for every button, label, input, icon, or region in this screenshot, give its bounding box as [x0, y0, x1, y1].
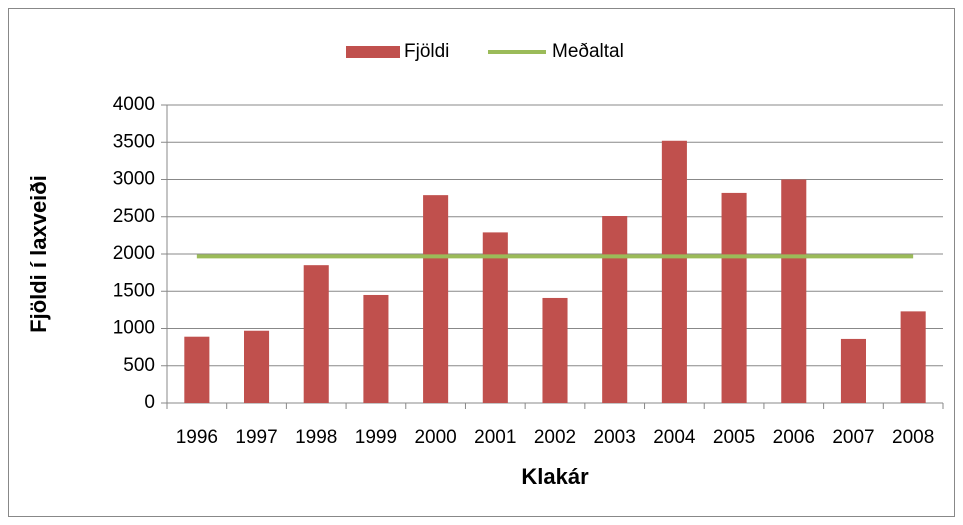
x-tick-label: 1998: [295, 427, 337, 448]
x-tick-label: 2005: [713, 427, 755, 448]
y-tick-label: 500: [123, 355, 155, 376]
bar: [244, 330, 270, 403]
y-tick-label: 1500: [113, 280, 155, 301]
bar: [482, 232, 508, 403]
bar: [423, 195, 449, 403]
bar: [661, 140, 687, 403]
x-tick-label: 1997: [235, 427, 277, 448]
x-tick-label: 2007: [832, 427, 874, 448]
y-tick-label: 0: [144, 392, 155, 413]
y-tick-label: 3000: [113, 169, 155, 190]
legend-swatch: [346, 46, 400, 58]
y-tick-label: 2000: [113, 243, 155, 264]
y-axis-title: Fjöldi í laxveiði: [26, 175, 51, 333]
bar: [840, 338, 866, 403]
legend-label: Fjöldi: [404, 41, 449, 62]
x-tick-label: 2003: [594, 427, 636, 448]
bar: [542, 297, 568, 403]
x-tick-label: 1999: [355, 427, 397, 448]
y-tick-label: 2500: [113, 206, 155, 227]
bar: [602, 216, 628, 403]
x-tick-label: 2006: [773, 427, 815, 448]
legend-label: Meðaltal: [552, 41, 624, 62]
bar: [721, 192, 747, 403]
x-tick-label: 2008: [892, 427, 934, 448]
x-axis-title: Klakár: [521, 464, 589, 489]
x-tick-label: 2000: [414, 427, 456, 448]
x-tick-label: 1996: [176, 427, 218, 448]
bar: [781, 179, 807, 403]
x-tick-label: 2004: [653, 427, 696, 448]
x-tick-label: 2002: [534, 427, 576, 448]
bar: [303, 265, 329, 403]
bar: [184, 336, 210, 403]
y-tick-label: 4000: [113, 94, 155, 115]
bar: [363, 294, 389, 403]
x-tick-label: 2001: [474, 427, 516, 448]
bar: [900, 311, 926, 403]
y-tick-label: 3500: [113, 131, 155, 152]
y-tick-label: 1000: [113, 318, 155, 339]
